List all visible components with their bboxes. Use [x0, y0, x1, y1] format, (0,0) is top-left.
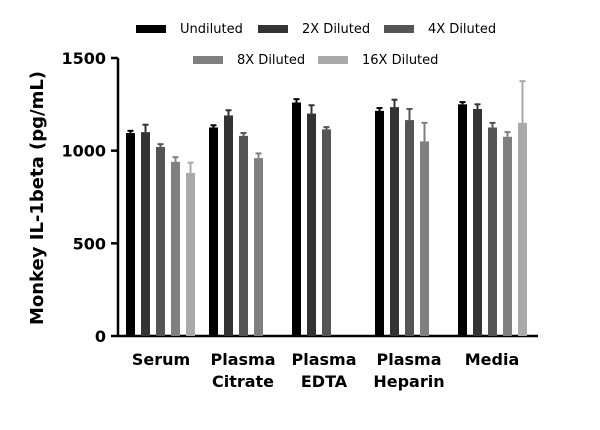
bar-4x-diluted-1: [239, 135, 248, 336]
y-tick-label-0: 0: [95, 327, 106, 346]
error-bars: [127, 80, 526, 173]
bar-2x-diluted-0: [141, 132, 150, 336]
x-tick-label-2-0: Plasma: [292, 350, 357, 369]
legend-label-1: 2X Diluted: [302, 22, 370, 37]
bar-2x-diluted-1: [224, 115, 233, 336]
x-tick-label-0-0: Serum: [132, 350, 190, 369]
legend-label-4: 16X Diluted: [362, 53, 438, 68]
bar-2x-diluted-4: [473, 108, 482, 336]
bar-undiluted-3: [375, 110, 384, 336]
legend-swatch-1: [258, 25, 288, 33]
y-tick-label-3: 1500: [61, 49, 106, 68]
x-tick-label-1-1: Citrate: [212, 372, 274, 391]
x-tick-label-3-0: Plasma: [377, 350, 442, 369]
legend-swatch-3: [193, 56, 223, 64]
x-tick-label-1-0: Plasma: [211, 350, 276, 369]
legend-label-2: 4X Diluted: [428, 22, 496, 37]
bar-4x-diluted-0: [156, 146, 165, 336]
legend-label-0: Undiluted: [180, 22, 243, 37]
legend-swatch-0: [136, 25, 166, 33]
bar-undiluted-4: [458, 104, 467, 336]
y-axis-tick-labels: 0 500 1000 1500: [61, 49, 106, 346]
legend-swatch-4: [318, 56, 348, 64]
x-axis-tick-labels: Serum Plasma Citrate Plasma EDTA Plasma Hepari…: [132, 350, 519, 391]
legend-swatch-2: [384, 25, 414, 33]
bar-undiluted-2: [292, 102, 301, 336]
y-tick-label-2: 1000: [61, 142, 106, 161]
bar-8x-diluted-3: [420, 141, 429, 336]
y-axis-label: Monkey IL-1beta (pg/mL): [27, 71, 48, 325]
bar-4x-diluted-2: [322, 129, 331, 336]
bar-4x-diluted-4: [488, 127, 497, 336]
bar-undiluted-1: [209, 127, 218, 336]
bars: [126, 102, 527, 336]
legend: Undiluted 2X Diluted 4X Diluted 8X Diluted 1…: [136, 22, 496, 68]
x-tick-label-3-1: Heparin: [373, 372, 444, 391]
bar-8x-diluted-4: [503, 136, 512, 336]
bar-2x-diluted-3: [390, 107, 399, 336]
bar-8x-diluted-1: [254, 158, 263, 336]
y-tick-label-1: 500: [73, 234, 106, 253]
x-tick-label-2-1: EDTA: [301, 372, 348, 391]
bar-8x-diluted-0: [171, 161, 180, 336]
bar-16x-diluted-0: [186, 172, 195, 336]
x-tick-label-4-0: Media: [465, 350, 520, 369]
bar-16x-diluted-4: [518, 122, 527, 336]
bar-2x-diluted-2: [307, 113, 316, 336]
bar-undiluted-0: [126, 133, 135, 336]
legend-label-3: 8X Diluted: [237, 53, 305, 68]
bar-4x-diluted-3: [405, 120, 414, 336]
